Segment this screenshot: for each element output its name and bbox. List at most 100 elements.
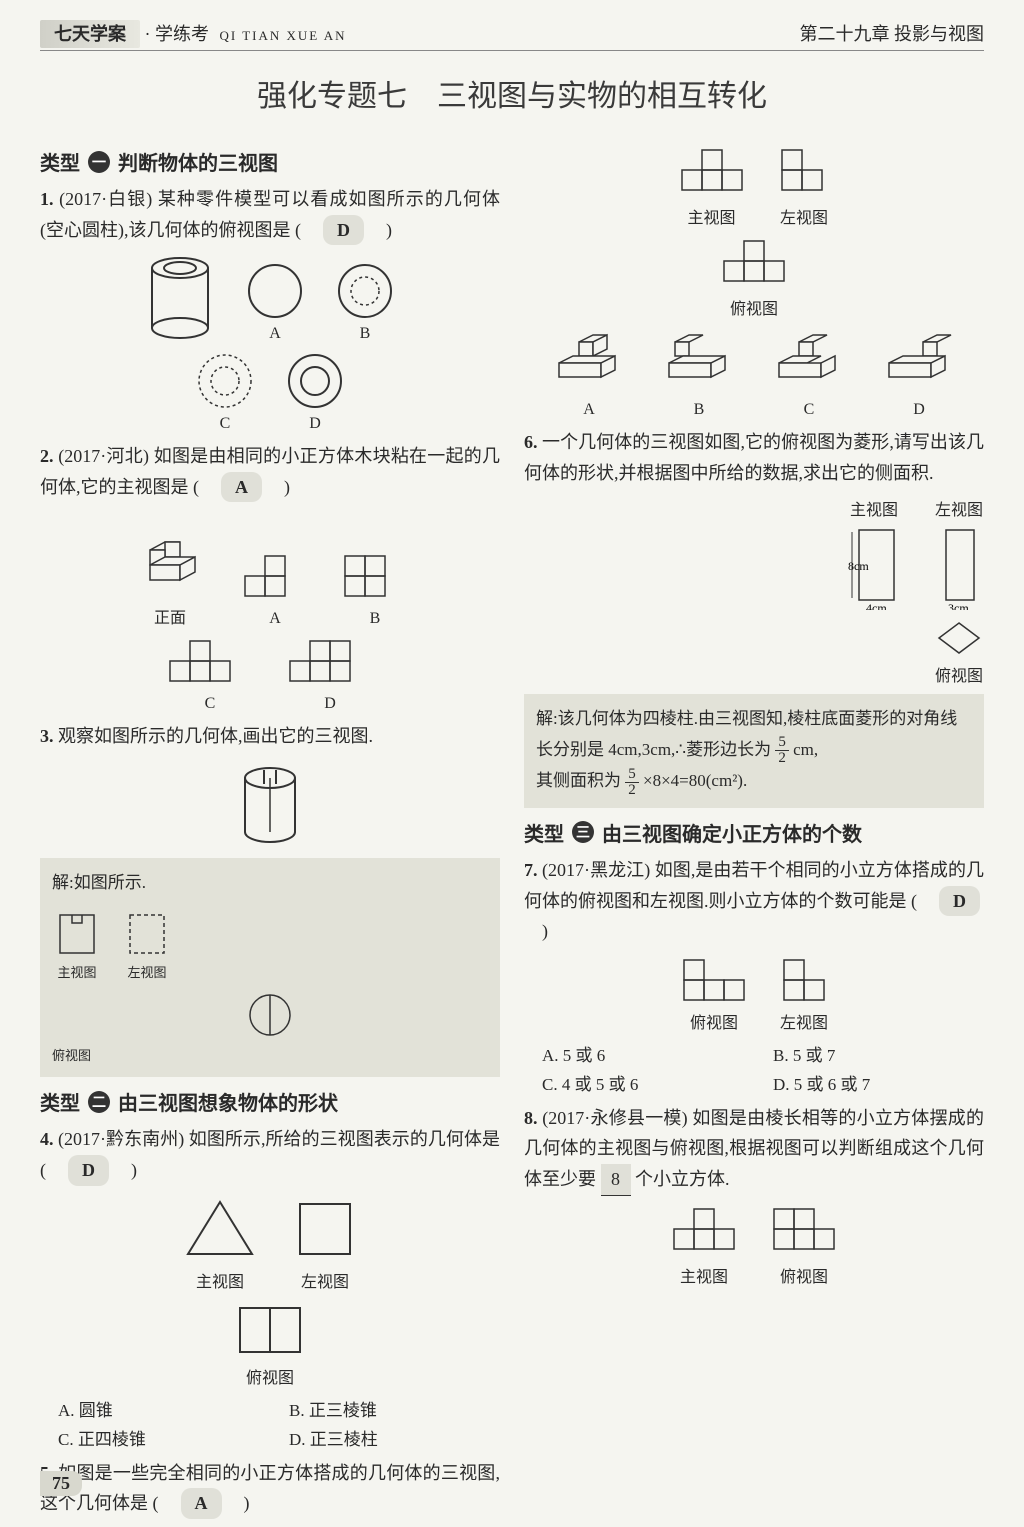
page-title: 强化专题七 三视图与实物的相互转化 xyxy=(40,71,984,115)
section-b-prefix: 类型 xyxy=(40,1087,80,1116)
q7-options: A. 5 或 6 B. 5 或 7 C. 4 或 5 或 6 D. 5 或 6 … xyxy=(542,1041,984,1095)
q7-figures: 俯视图 左视图 xyxy=(524,955,984,1033)
q3-top-view-icon: 俯视图 xyxy=(52,990,488,1067)
q1-opt-d-icon: D xyxy=(285,351,345,433)
svg-text:4cm: 4cm xyxy=(866,601,887,610)
q6-num: 6. xyxy=(524,432,538,452)
q3-solution: 解:如图所示. 主视图 左视图 俯视图 xyxy=(40,858,500,1077)
q4-figures: 主视图 左视图 xyxy=(40,1194,500,1292)
section-b-title: 由三视图想象物体的形状 xyxy=(118,1087,338,1116)
question-2: 2. (2017·河北) 如图是由相同的小正方体木块粘在一起的几何体,它的主视图… xyxy=(40,441,500,502)
left-column: 类型 一 判断物体的三视图 1. (2017·白银) 某种零件模型可以看成如图所… xyxy=(40,137,500,1527)
q5-opt-d-icon: D xyxy=(879,327,959,419)
right-column: 主视图 左视图 俯视图 A B C xyxy=(524,137,984,1527)
q4-num: 4. xyxy=(40,1129,54,1149)
q4-source: (2017·黔东南州) xyxy=(58,1129,184,1149)
question-6: 6. 一个几何体的三视图如图,它的俯视图为菱形,请写出该几何体的形状,并根据图中… xyxy=(524,427,984,488)
q8-text2: 个小立方体. xyxy=(635,1169,730,1189)
q7-opt-d: D. 5 或 6 或 7 xyxy=(773,1070,984,1095)
section-b-badge-icon: 二 xyxy=(88,1091,110,1113)
q6-sol-text: 解:该几何体为四棱柱.由三视图知,棱柱底面菱形的对角线长分别是 4cm,3cm,… xyxy=(536,709,957,759)
section-a-prefix: 类型 xyxy=(40,147,80,176)
section-a-head: 类型 一 判断物体的三视图 xyxy=(40,147,500,176)
q6-frac-1: 52 xyxy=(775,735,789,766)
q2-opt-d-icon: D xyxy=(285,636,375,713)
q4-main-view-icon: 主视图 xyxy=(180,1194,260,1292)
q1-figures: A B xyxy=(40,253,500,343)
q2-front-label: 正面 xyxy=(130,604,210,628)
q2-figures: 正面 A B xyxy=(40,510,500,628)
q6-main-view-icon: 主视图 8cm4cm xyxy=(844,496,904,610)
q7-opt-b: B. 5 或 7 xyxy=(773,1041,984,1066)
q5-answer: A xyxy=(181,1488,222,1519)
q1-source: (2017·白银) xyxy=(59,189,152,209)
q4-top-view-icon: 俯视图 xyxy=(230,1300,310,1388)
q6-top-view: 俯视图 xyxy=(524,618,984,686)
q6-figures: 主视图 8cm4cm 左视图 3cm xyxy=(524,496,984,610)
q6-top-view-icon: 俯视图 xyxy=(934,618,984,686)
q5-opt-b-icon: B xyxy=(659,327,739,419)
q2-opt-c-icon: C xyxy=(165,636,255,713)
q8-source: (2017·永修县一模) xyxy=(542,1108,687,1128)
q6-sol-text4: ×8×4=80(cm²). xyxy=(643,771,747,790)
q4-answer: D xyxy=(68,1155,109,1186)
q6-text: 一个几何体的三视图如图,它的俯视图为菱形,请写出该几何体的形状,并根据图中所给的… xyxy=(524,432,984,483)
q4-opt-c: C. 正四棱锥 xyxy=(58,1425,269,1450)
q5-top-view: 俯视图 xyxy=(524,236,984,319)
page-number: 75 xyxy=(40,1471,82,1496)
q6-sol-text2: cm, xyxy=(793,740,818,759)
q5-options-row: A B C D xyxy=(524,327,984,419)
q8-main-view-icon: 主视图 xyxy=(669,1204,739,1287)
q4-figures-2: 俯视图 xyxy=(40,1300,500,1388)
q8-figures: 主视图 俯视图 xyxy=(524,1204,984,1287)
q2-opt-a-icon: A xyxy=(240,551,310,628)
question-8: 8. (2017·永修县一模) 如图是由棱长相等的小立方体摆成的几何体的主视图与… xyxy=(524,1103,984,1196)
q2-opt-b-icon: B xyxy=(340,551,410,628)
brand-block: 七天学案 · 学练考 QI TIAN XUE AN xyxy=(40,20,347,46)
q5-main-view-icon: 主视图 xyxy=(677,145,747,228)
content-columns: 类型 一 判断物体的三视图 1. (2017·白银) 某种零件模型可以看成如图所… xyxy=(40,137,984,1527)
brand-pinyin: QI TIAN XUE AN xyxy=(220,28,347,43)
section-a-title: 判断物体的三视图 xyxy=(118,147,278,176)
section-c-badge-icon: 三 xyxy=(572,821,594,843)
q7-opt-c: C. 4 或 5 或 6 xyxy=(542,1070,753,1095)
brand: 七天学案 xyxy=(40,20,140,48)
q4-opt-d: D. 正三棱柱 xyxy=(289,1425,500,1450)
q1-figures-2: C D xyxy=(40,351,500,433)
q3-left-view-icon: 左视图 xyxy=(122,907,172,984)
q5-views: 主视图 左视图 xyxy=(524,145,984,228)
section-c-prefix: 类型 xyxy=(524,818,564,847)
section-c-head: 类型 三 由三视图确定小正方体的个数 xyxy=(524,818,984,847)
q1-opt-b-icon: B xyxy=(335,261,395,343)
brand-subtitle: · 学练考 xyxy=(145,24,210,44)
question-7: 7. (2017·黑龙江) 如图,是由若干个相同的小立方体搭成的几何体的俯视图和… xyxy=(524,855,984,947)
q6-left-view-icon: 左视图 3cm xyxy=(934,496,984,610)
q6-solution: 解:该几何体为四棱柱.由三视图知,棱柱底面菱形的对角线长分别是 4cm,3cm,… xyxy=(524,694,984,808)
q7-top-view-icon: 俯视图 xyxy=(679,955,749,1033)
section-c-title: 由三视图确定小正方体的个数 xyxy=(602,818,862,847)
q1-solid-icon xyxy=(145,253,215,343)
q4-left-view-icon: 左视图 xyxy=(290,1194,360,1292)
q2-solid-icon: 正面 xyxy=(130,510,210,628)
q2-num: 2. xyxy=(40,446,54,466)
q4-opt-b: B. 正三棱锥 xyxy=(289,1396,500,1421)
q2-figures-2: C D xyxy=(40,636,500,713)
q7-answer: D xyxy=(939,886,980,917)
q1-answer: D xyxy=(323,215,364,246)
svg-text:8cm: 8cm xyxy=(848,559,869,573)
q3-num: 3. xyxy=(40,726,54,746)
section-a-badge-icon: 一 xyxy=(88,151,110,173)
q7-left-view-icon: 左视图 xyxy=(779,955,829,1033)
q7-opt-a: A. 5 或 6 xyxy=(542,1041,753,1066)
section-b-head: 类型 二 由三视图想象物体的形状 xyxy=(40,1087,500,1116)
svg-text:3cm: 3cm xyxy=(948,601,969,610)
q1-opt-c-icon: C xyxy=(195,351,255,433)
q3-text: 观察如图所示的几何体,画出它的三视图. xyxy=(58,726,373,746)
q2-answer: A xyxy=(221,472,262,503)
q4-text: 如图所示,所给的三视图表示的几何体是 xyxy=(189,1129,500,1149)
q3-main-view-icon: 主视图 xyxy=(52,907,102,984)
q4-options: A. 圆锥 B. 正三棱锥 C. 正四棱锥 D. 正三棱柱 xyxy=(58,1396,500,1450)
question-5: 5. 如图是一些完全相同的小正方体搭成的几何体的三视图,这个几何体是 ( A ) xyxy=(40,1458,500,1519)
q6-sol-text3: 其侧面积为 xyxy=(536,771,621,790)
question-3: 3. 观察如图所示的几何体,画出它的三视图. xyxy=(40,721,500,752)
